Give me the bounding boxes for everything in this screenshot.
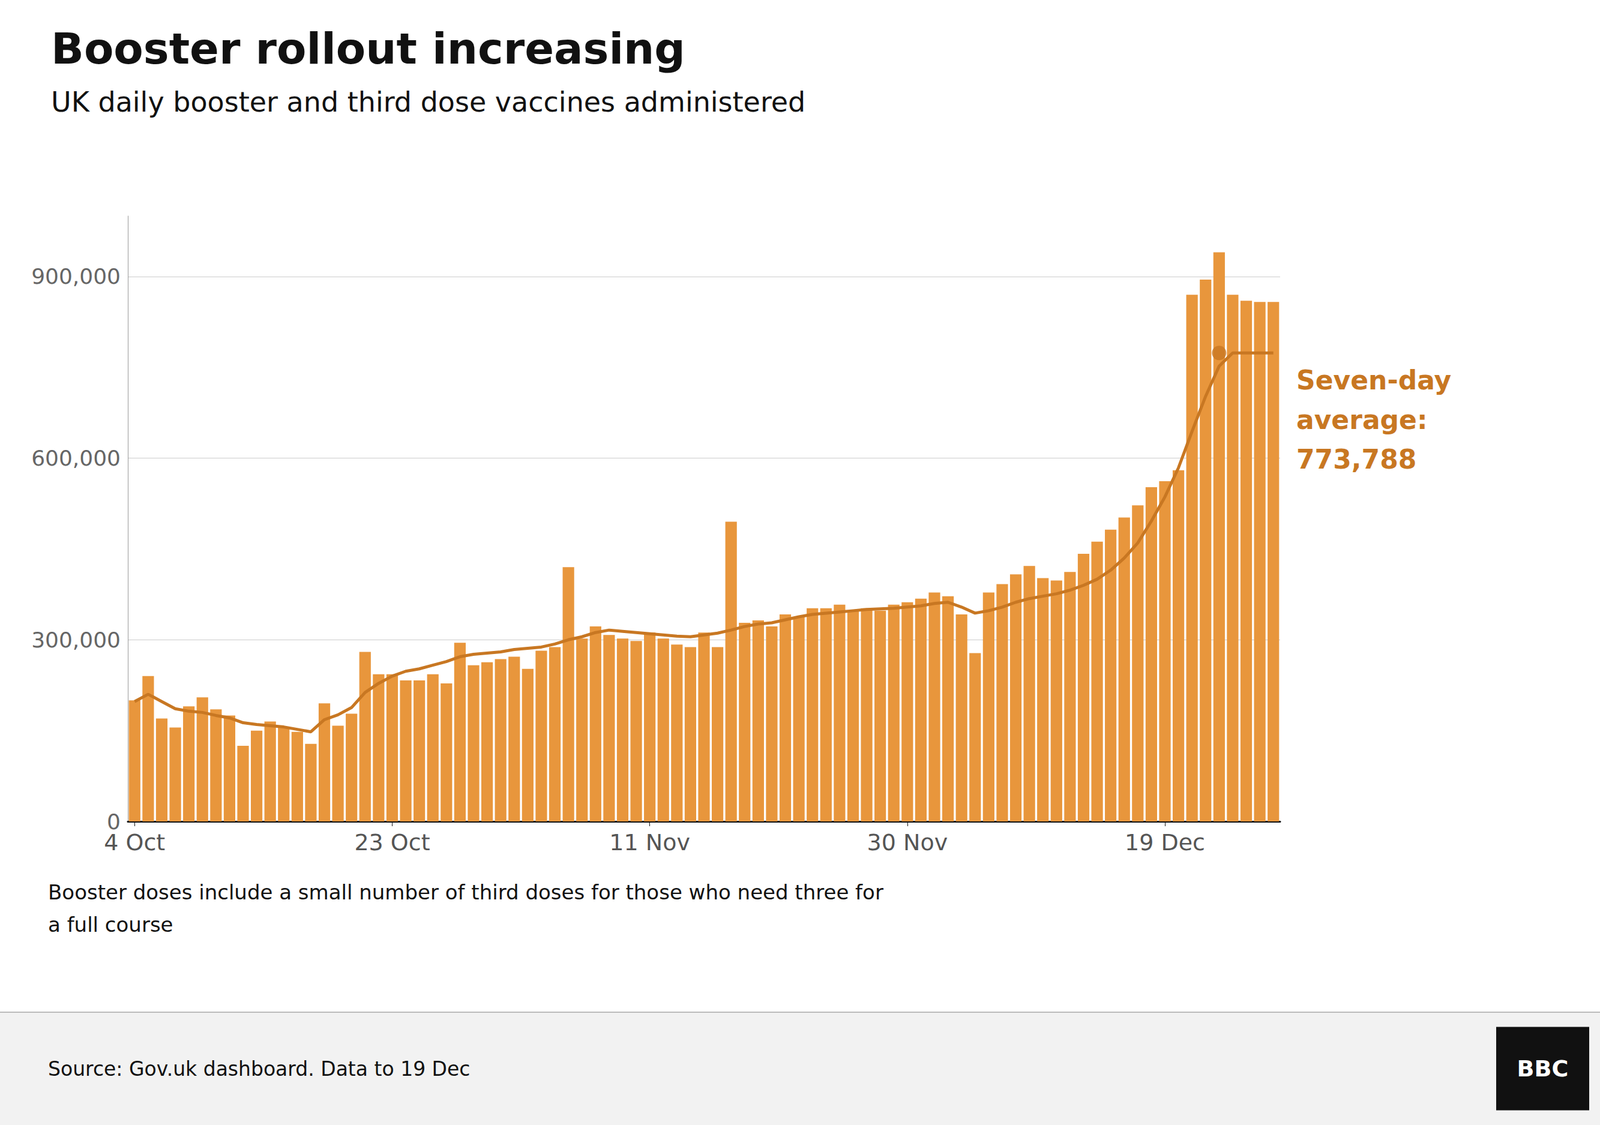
svg-text:UK daily booster and third dos: UK daily booster and third dose vaccines…: [51, 85, 806, 119]
svg-text:4 Oct: 4 Oct: [103, 829, 166, 856]
svg-text:Seven-day: Seven-day: [1296, 364, 1452, 396]
svg-text:23 Oct: 23 Oct: [354, 829, 430, 856]
svg-text:0: 0: [106, 809, 121, 834]
svg-text:773,788: 773,788: [1296, 444, 1417, 475]
svg-text:900,000: 900,000: [31, 264, 121, 289]
svg-text:19 Dec: 19 Dec: [1124, 829, 1206, 856]
svg-text:300,000: 300,000: [31, 627, 121, 653]
svg-text:Booster doses include a small: Booster doses include a small number of …: [48, 880, 884, 905]
svg-text:BBC: BBC: [1517, 1055, 1569, 1083]
svg-text:30 Nov: 30 Nov: [867, 829, 949, 856]
svg-text:600,000: 600,000: [31, 445, 121, 471]
svg-text:Source: Gov.uk dashboard. Data: Source: Gov.uk dashboard. Data to 19 Dec: [48, 1057, 470, 1081]
svg-text:11 Nov: 11 Nov: [609, 829, 691, 856]
svg-text:a full course: a full course: [48, 912, 174, 937]
svg-text:Booster rollout increasing: Booster rollout increasing: [51, 23, 686, 74]
svg-text:average:: average:: [1296, 404, 1428, 436]
